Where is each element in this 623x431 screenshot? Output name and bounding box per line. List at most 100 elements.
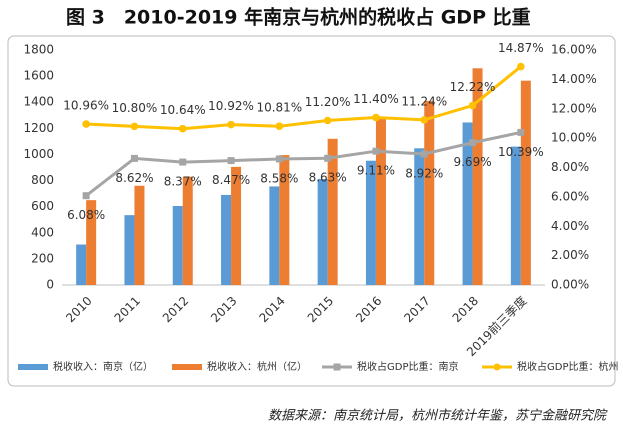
marker [82, 192, 90, 200]
legend-label: 税收占GDP比重：南京 [357, 360, 458, 373]
marker [517, 128, 525, 136]
x-tick-label: 2013 [208, 294, 239, 325]
marker [227, 120, 235, 129]
data-label: 8.63% [309, 171, 347, 185]
bar [269, 186, 280, 285]
bar [279, 155, 290, 285]
bar [365, 160, 376, 285]
marker [468, 101, 477, 110]
bar [414, 148, 425, 285]
data-label: 8.37% [164, 175, 202, 189]
x-tick-label: 2011 [112, 294, 143, 325]
bar [424, 100, 435, 286]
data-label: 10.81% [256, 101, 302, 115]
data-label: 10.64% [160, 103, 206, 117]
bar [375, 117, 386, 285]
x-tick-label: 2015 [305, 294, 336, 325]
y2-tick-label: 16.00% [551, 43, 597, 57]
data-label: 11.40% [353, 92, 399, 106]
x-tick-label: 2010 [63, 294, 94, 325]
line [86, 65, 522, 131]
legend-label: 税收收入：杭州（亿） [207, 360, 307, 373]
legend-marker [333, 363, 341, 371]
bar [317, 178, 328, 285]
y-tick-label: 1400 [23, 95, 54, 109]
data-label: 10.80% [112, 101, 158, 115]
y-tick-label: 0 [46, 278, 54, 292]
legend-label: 税收收入：南京（亿） [53, 360, 153, 373]
bar [472, 68, 483, 286]
legend-swatch [172, 364, 202, 370]
legend-label: 税收占GDP比重：杭州 [517, 360, 618, 373]
bar [462, 122, 473, 285]
y-tick-label: 1000 [23, 147, 54, 161]
marker [130, 122, 139, 131]
y2-tick-label: 2.00% [551, 248, 589, 262]
data-label: 10.92% [208, 99, 254, 113]
data-label: 11.24% [401, 94, 447, 108]
data-label: 11.20% [305, 95, 351, 109]
legend-marker [493, 363, 501, 371]
y-tick-label: 600 [31, 199, 54, 213]
data-label: 8.58% [260, 171, 298, 185]
y-tick-label: 1200 [23, 121, 54, 135]
chart-frame [7, 35, 616, 387]
marker [275, 122, 284, 131]
data-label: 12.22% [450, 80, 496, 94]
marker [178, 124, 187, 133]
marker [227, 157, 235, 165]
data-label: 8.47% [212, 173, 250, 187]
marker [82, 120, 90, 128]
bar [182, 176, 193, 285]
bar [520, 80, 531, 285]
y2-tick-label: 12.00% [551, 101, 597, 115]
y-tick-label: 1600 [23, 69, 54, 83]
x-tick-label: 2018 [450, 294, 481, 325]
data-label: 9.69% [453, 155, 491, 169]
marker [179, 158, 187, 166]
data-label: 14.87% [498, 41, 544, 55]
x-tick-label: 2012 [160, 294, 191, 325]
y2-tick-label: 0.00% [551, 278, 589, 292]
bar [510, 146, 521, 285]
marker [372, 113, 380, 122]
data-label: 8.92% [405, 166, 443, 180]
data-label: 10.96% [63, 99, 109, 113]
x-tick-label: 2014 [256, 294, 287, 325]
line [85, 130, 522, 197]
bar [172, 206, 183, 285]
bar [327, 138, 338, 285]
data-label: 6.08% [67, 208, 105, 222]
bar [124, 215, 135, 285]
bar [221, 194, 232, 285]
y-tick-label: 400 [31, 225, 54, 239]
marker [420, 116, 429, 124]
data-label: 9.11% [357, 164, 395, 178]
y-tick-label: 200 [31, 251, 54, 265]
marker [130, 154, 138, 162]
bar [76, 244, 87, 285]
marker [517, 62, 525, 71]
y-tick-label: 1800 [23, 43, 54, 57]
legend-swatch [18, 364, 48, 370]
bar [231, 166, 242, 285]
y2-tick-label: 14.00% [551, 72, 597, 86]
y2-tick-label: 6.00% [551, 189, 589, 203]
chart-title: 图 3 2010-2019 年南京与杭州的税收占 GDP 比重 [66, 6, 531, 29]
bar [134, 185, 145, 285]
source: 数据来源：南京统计局，杭州市统计年鉴，苏宁金融研究院 [268, 408, 608, 424]
marker [324, 154, 332, 162]
bar [86, 200, 97, 285]
marker [420, 150, 428, 158]
marker [372, 147, 380, 155]
y-tick-label: 800 [31, 173, 54, 187]
data-label: 8.62% [115, 171, 153, 185]
y2-tick-label: 10.00% [551, 131, 597, 145]
data-label: 10.39% [498, 145, 544, 159]
x-tick-label: 2017 [401, 294, 432, 325]
x-tick-label: 2016 [353, 294, 384, 325]
y2-tick-label: 8.00% [551, 160, 589, 174]
marker [275, 155, 283, 163]
